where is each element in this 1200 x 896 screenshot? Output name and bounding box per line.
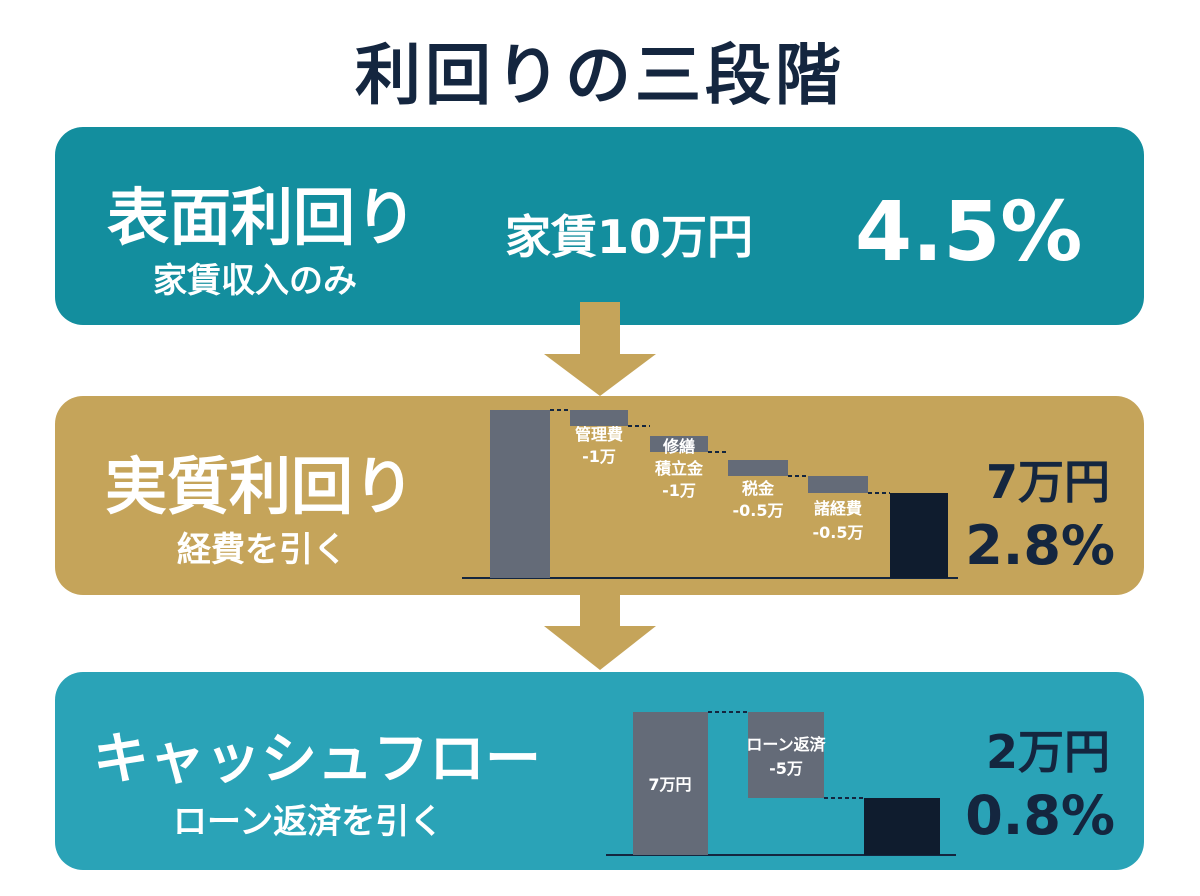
label-misc-value: -0.5万 bbox=[813, 523, 864, 542]
panel-surface-yield: 表面利回り 家賃収入のみ 家賃10万円 4.5% bbox=[55, 127, 1144, 325]
bar-tax bbox=[728, 460, 788, 476]
label-mgmt-value: -1万 bbox=[582, 447, 616, 466]
bar-misc bbox=[808, 476, 868, 493]
cashflow-net-amount: 2万円 bbox=[985, 725, 1110, 779]
real-yield-value: 2.8% bbox=[965, 514, 1115, 577]
label-repair-name1: 修繕 bbox=[662, 437, 695, 456]
label-tax-name: 税金 bbox=[742, 479, 775, 498]
label-mgmt-name: 管理費 bbox=[575, 425, 623, 444]
cashflow-yield-value: 0.8% bbox=[965, 784, 1115, 847]
cashflow-subtitle: ローン返済を引く bbox=[173, 802, 444, 842]
real-yield-title: 実質利回り bbox=[105, 450, 416, 523]
bar-repair bbox=[650, 436, 708, 452]
label-repair-name2: 積立金 bbox=[654, 459, 704, 478]
label-loan-value: -5万 bbox=[769, 759, 803, 778]
real-yield-subtitle: 経費を引く bbox=[177, 530, 347, 570]
panel-cashflow: キャッシュフロー ローン返済を引く 2万円 0.8% bbox=[55, 672, 1144, 870]
bar-start bbox=[633, 712, 708, 855]
panel-real-yield: 実質利回り 経費を引く 7万円 2.8% bbox=[55, 396, 1144, 595]
cashflow-title: キャッシュフロー bbox=[93, 727, 541, 792]
label-start-value: 7万円 bbox=[648, 775, 691, 794]
bar-loan bbox=[748, 712, 824, 798]
real-net-amount: 7万円 bbox=[985, 455, 1110, 509]
bar-rent bbox=[490, 410, 550, 578]
page-title: 利回りの三段階 bbox=[355, 37, 845, 114]
label-repair-value: -1万 bbox=[662, 481, 696, 500]
label-loan-name: ローン返済 bbox=[746, 735, 826, 754]
bar-mgmt bbox=[570, 410, 628, 426]
surface-yield-subtitle: 家賃収入のみ bbox=[153, 261, 357, 301]
label-misc-name: 諸経費 bbox=[814, 499, 862, 518]
bar-cashflow bbox=[864, 798, 940, 855]
rent-label: 家賃10万円 bbox=[505, 210, 754, 264]
surface-yield-value: 4.5% bbox=[855, 185, 1083, 280]
surface-yield-title: 表面利回り bbox=[107, 181, 418, 254]
label-tax-value: -0.5万 bbox=[733, 501, 784, 520]
bar-net bbox=[890, 493, 948, 578]
